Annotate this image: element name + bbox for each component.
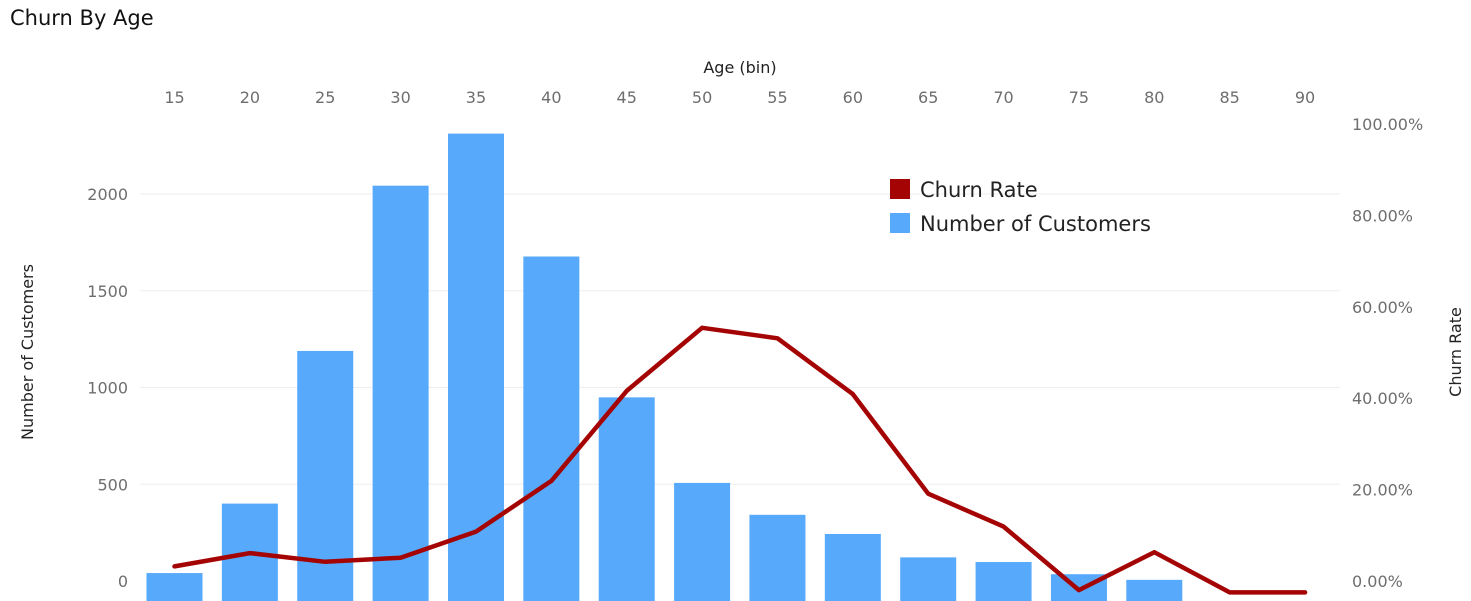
line-point — [174, 565, 175, 567]
y-axis-ticks: 0 500 1000 1500 2000 — [87, 185, 128, 591]
chart-title: Churn By Age — [10, 6, 154, 30]
bar — [523, 256, 580, 601]
line-point — [626, 390, 628, 392]
x-tick-label: 65 — [918, 88, 938, 107]
bar — [146, 573, 203, 601]
y2-axis-ticks: 0.00% 20.00% 40.00% 60.00% 80.00% 100.00% — [1352, 115, 1423, 591]
line-point — [324, 561, 326, 563]
line-point — [852, 393, 854, 395]
x-tick-label: 75 — [1069, 88, 1089, 107]
x-tick-label: 70 — [993, 88, 1013, 107]
legend-label: Churn Rate — [920, 178, 1038, 202]
legend-swatch — [890, 213, 910, 233]
line-point — [249, 552, 251, 554]
bar — [975, 562, 1032, 601]
x-tick-label: 20 — [240, 88, 260, 107]
y-tick-label: 2000 — [87, 185, 128, 204]
line-point — [927, 493, 929, 495]
legend: Churn Rate Number of Customers — [890, 178, 1151, 236]
bar — [900, 557, 957, 601]
line-point — [475, 531, 477, 533]
x-tick-label: 15 — [164, 88, 184, 107]
y-tick-label: 500 — [97, 475, 128, 494]
x-tick-label: 40 — [541, 88, 561, 107]
churn-rate-line — [172, 325, 1308, 595]
x-tick-label: 80 — [1144, 88, 1164, 107]
x-axis-ticks: 15 20 25 30 35 40 45 50 55 60 65 70 75 80 85 90 — [164, 88, 1315, 107]
bar — [824, 533, 881, 601]
x-axis-title: Age (bin) — [703, 58, 776, 77]
y2-tick-label: 60.00% — [1352, 298, 1413, 317]
x-tick-label: 45 — [617, 88, 637, 107]
line-point — [1153, 551, 1155, 553]
y2-tick-label: 20.00% — [1352, 481, 1413, 500]
x-tick-label: 50 — [692, 88, 712, 107]
y-tick-label: 0 — [118, 572, 128, 591]
line-series — [172, 325, 1308, 595]
y2-tick-label: 80.00% — [1352, 206, 1413, 225]
line-point — [776, 337, 778, 339]
x-tick-label: 30 — [390, 88, 410, 107]
bar-series — [146, 133, 1183, 601]
y2-tick-label: 100.00% — [1352, 115, 1423, 134]
legend-label: Number of Customers — [920, 212, 1151, 236]
bar — [447, 133, 504, 601]
y2-tick-label: 40.00% — [1352, 389, 1413, 408]
bar — [674, 482, 731, 601]
line-point — [1304, 591, 1306, 593]
y-tick-label: 1000 — [87, 379, 128, 398]
bar — [598, 397, 655, 601]
bar — [1126, 579, 1183, 601]
y-tick-label: 1500 — [87, 282, 128, 301]
bar — [749, 514, 806, 601]
x-tick-label: 85 — [1220, 88, 1240, 107]
line-point — [550, 480, 552, 482]
bar — [372, 185, 429, 601]
line-point — [1078, 589, 1080, 591]
x-tick-label: 35 — [466, 88, 486, 107]
line-point — [400, 557, 402, 559]
legend-swatch — [890, 179, 910, 199]
x-tick-label: 60 — [843, 88, 863, 107]
x-tick-label: 55 — [767, 88, 787, 107]
y-axis-title: Number of Customers — [18, 264, 37, 440]
x-tick-label: 25 — [315, 88, 335, 107]
line-point — [1003, 526, 1005, 528]
y2-tick-label: 0.00% — [1352, 572, 1403, 591]
y2-axis-title: Churn Rate — [1446, 307, 1465, 397]
x-tick-label: 90 — [1295, 88, 1315, 107]
line-point — [1229, 591, 1231, 593]
line-point — [701, 327, 703, 329]
